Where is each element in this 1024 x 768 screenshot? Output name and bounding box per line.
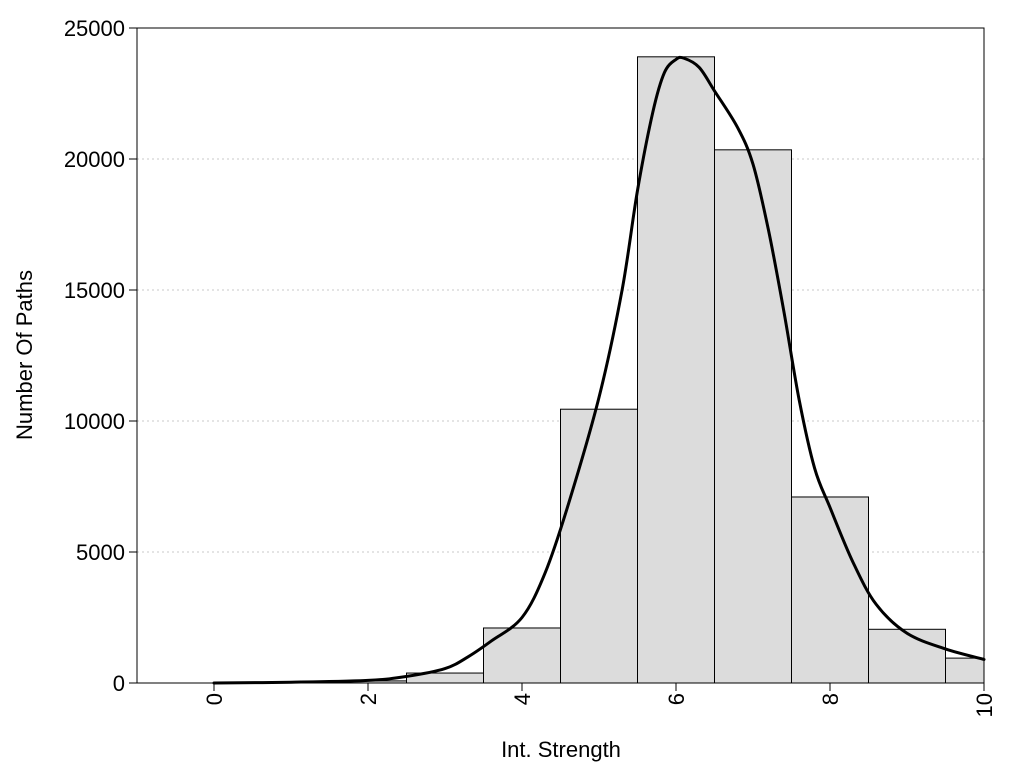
histogram-bar xyxy=(868,628,946,684)
density-curve xyxy=(212,55,986,685)
x-tick-label: 0 xyxy=(202,693,227,705)
x-axis-label: Int. Strength xyxy=(501,737,621,762)
bars xyxy=(252,56,985,684)
histogram-bar xyxy=(714,149,792,684)
x-axis-ticks: 0 2 4 6 8 10 xyxy=(202,683,997,717)
histogram-bar xyxy=(483,627,561,684)
histogram-bar xyxy=(560,408,638,684)
x-tick-label: 8 xyxy=(818,693,843,705)
y-axis-ticks: 0 5000 10000 15000 20000 25000 xyxy=(64,16,137,696)
y-tick-label: 25000 xyxy=(64,16,125,41)
x-tick-label: 4 xyxy=(510,693,535,705)
histogram-bar xyxy=(637,56,715,684)
y-tick-label: 5000 xyxy=(76,540,125,565)
y-axis-label: Number Of Paths xyxy=(12,270,37,440)
y-tick-label: 10000 xyxy=(64,409,125,434)
y-tick-label: 0 xyxy=(113,671,125,696)
x-tick-label: 6 xyxy=(664,693,689,705)
histogram-bar xyxy=(791,496,869,684)
x-tick-label: 10 xyxy=(972,693,997,717)
plot-frame xyxy=(136,27,985,684)
histogram-bar xyxy=(945,657,985,684)
x-tick-label: 2 xyxy=(356,693,381,705)
y-tick-label: 20000 xyxy=(64,147,125,172)
y-tick-label: 15000 xyxy=(64,278,125,303)
